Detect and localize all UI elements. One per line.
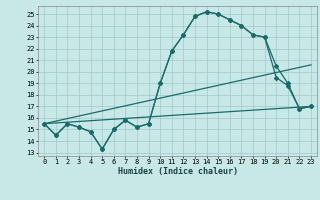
X-axis label: Humidex (Indice chaleur): Humidex (Indice chaleur) — [118, 167, 238, 176]
